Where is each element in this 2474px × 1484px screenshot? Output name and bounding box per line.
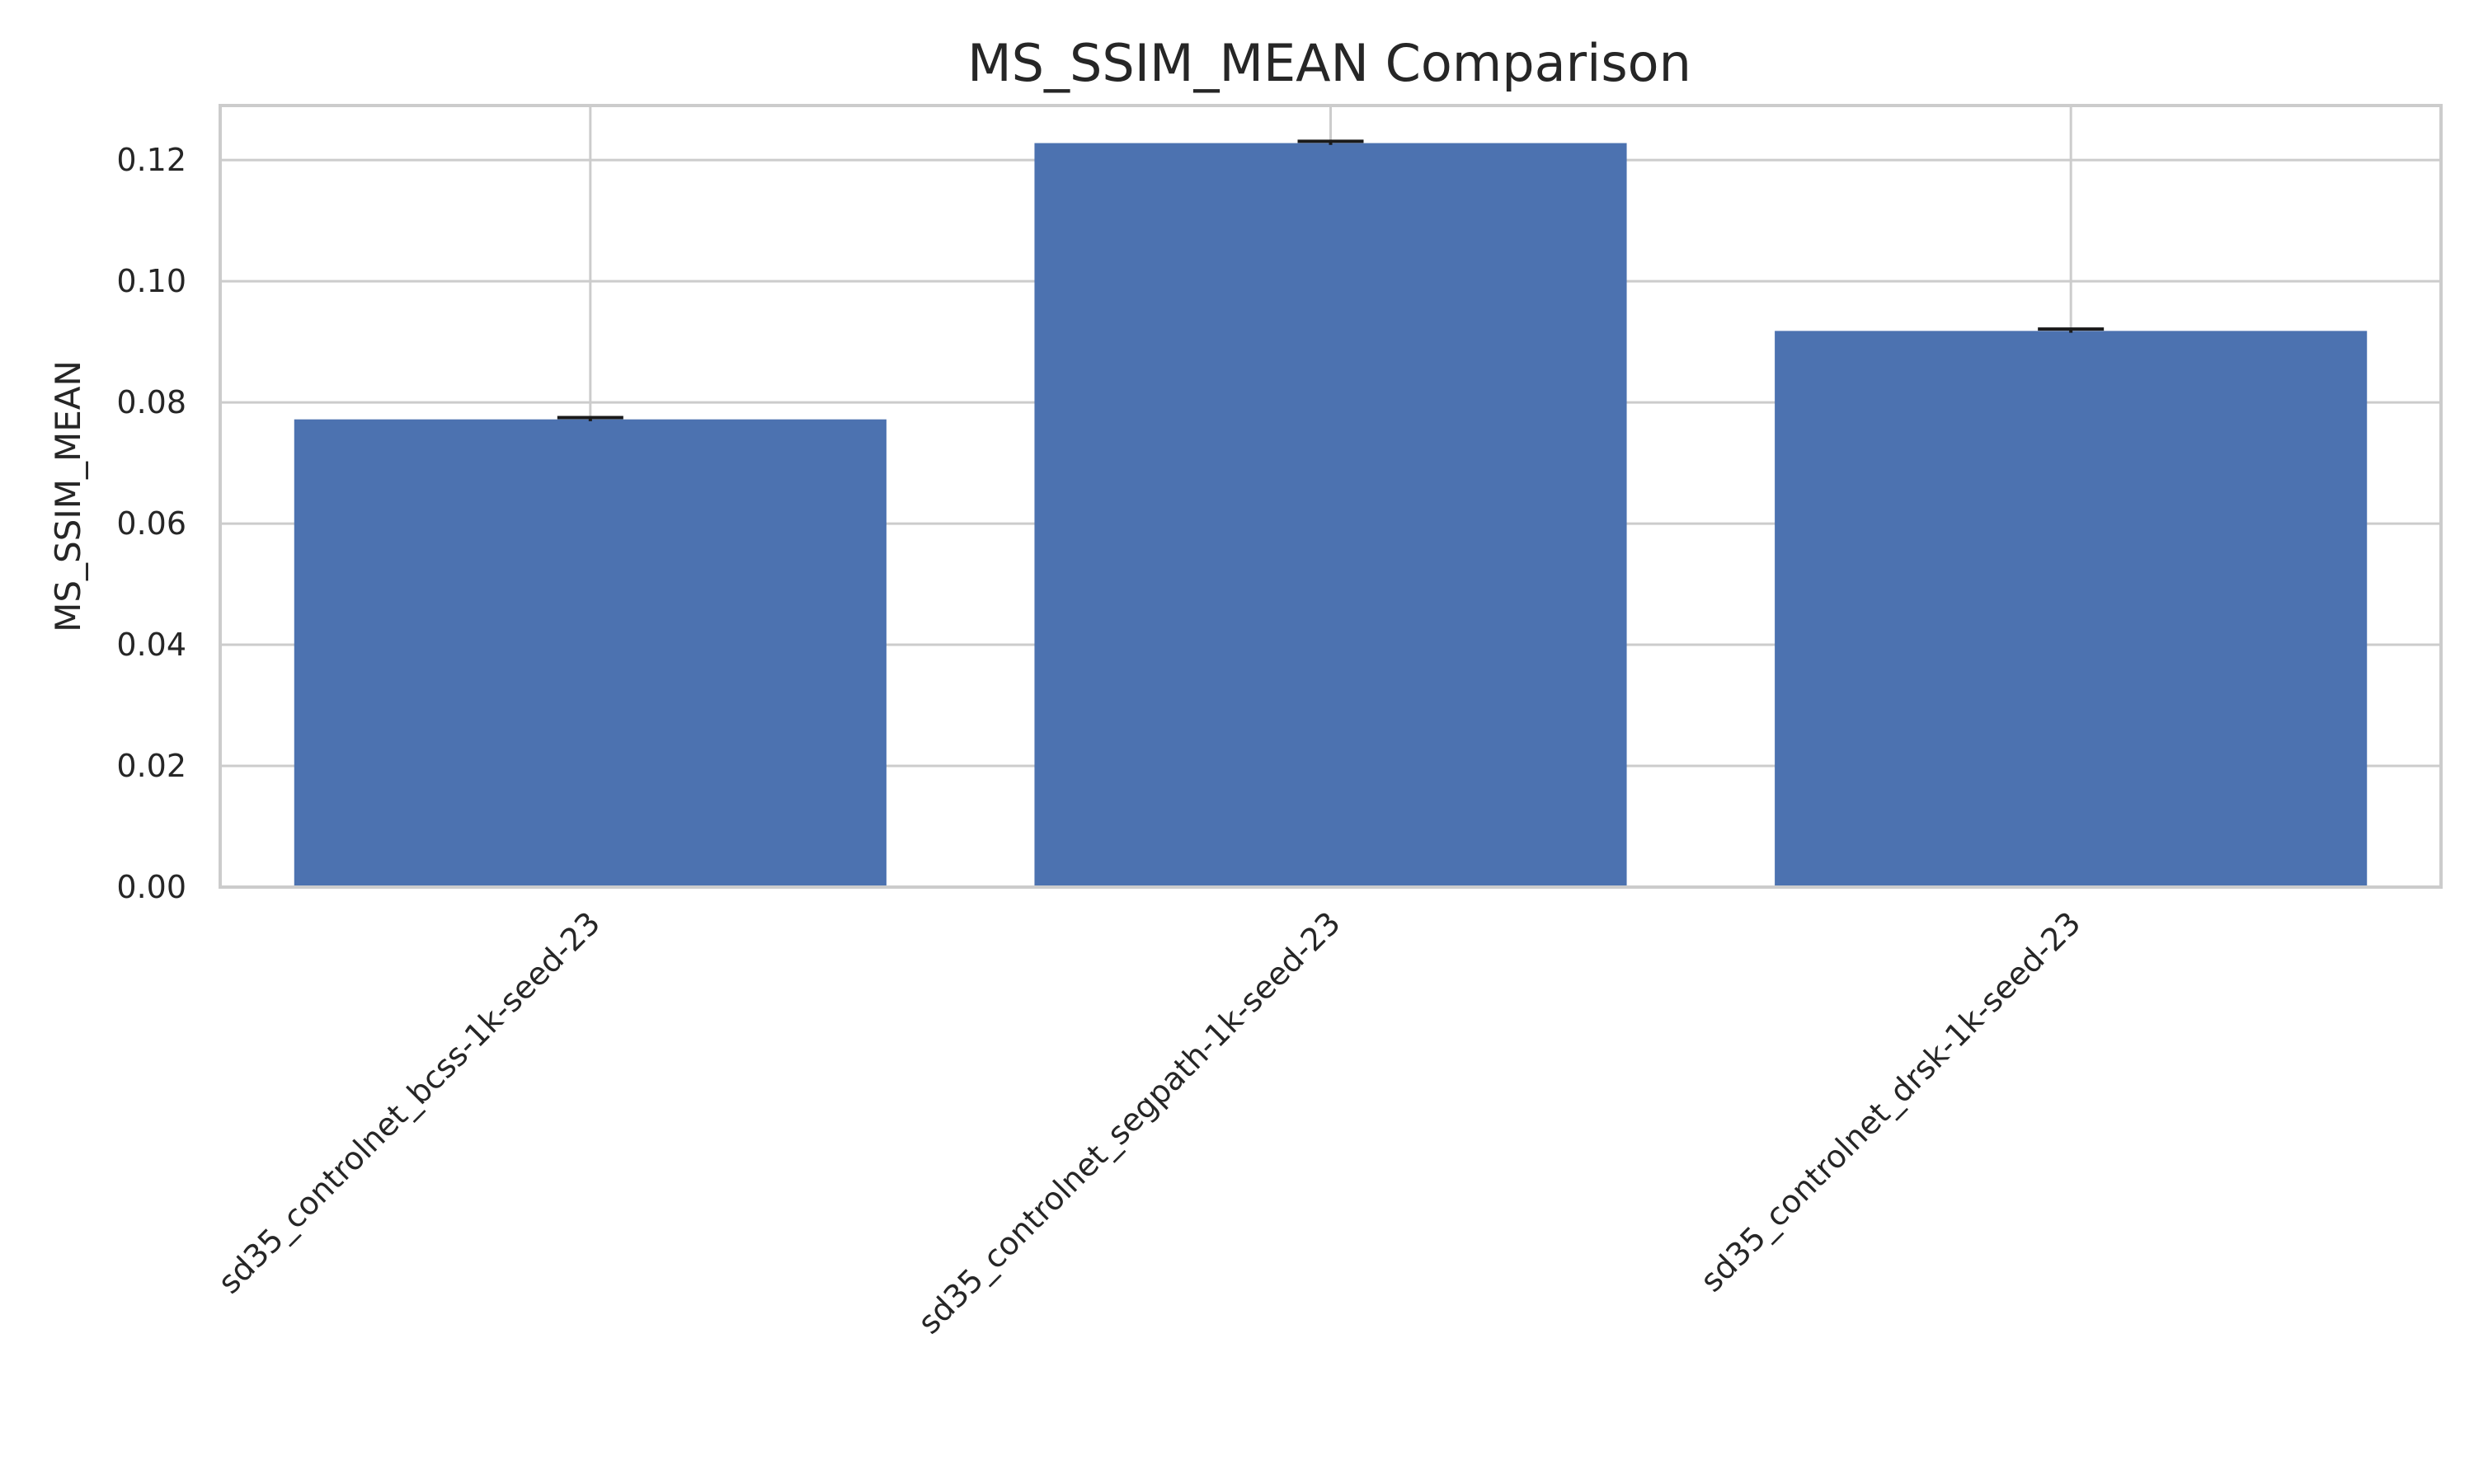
chart-title: MS_SSIM_MEAN Comparison (967, 33, 1691, 93)
x-tick-label: sd35_controlnet_segpath-1k-seed-23 (911, 904, 1348, 1341)
x-tick-label: sd35_controlnet_drsk-1k-seed-23 (1693, 904, 2087, 1298)
y-tick-label: 0.00 (116, 869, 186, 905)
x-tick-label: sd35_controlnet_bcss-1k-seed-23 (211, 904, 607, 1300)
y-axis-label: MS_SSIM_MEAN (48, 360, 88, 632)
y-tick-label: 0.02 (116, 748, 186, 784)
bar (294, 419, 887, 887)
bar (1034, 143, 1627, 887)
y-tick-label: 0.12 (116, 142, 186, 178)
y-tick-label: 0.10 (116, 263, 186, 299)
plot-frame (219, 104, 2443, 889)
y-tick-label: 0.04 (116, 627, 186, 663)
bar (1775, 331, 2368, 888)
y-tick-label: 0.08 (116, 384, 186, 420)
y-axis-ticks: 0.00 0.02 0.04 0.06 0.08 0.10 0.12 (116, 142, 186, 905)
y-tick-label: 0.06 (116, 505, 186, 542)
bars (294, 139, 2368, 888)
x-axis-ticks: sd35_controlnet_bcss-1k-seed-23 sd35_cont… (211, 904, 2088, 1341)
